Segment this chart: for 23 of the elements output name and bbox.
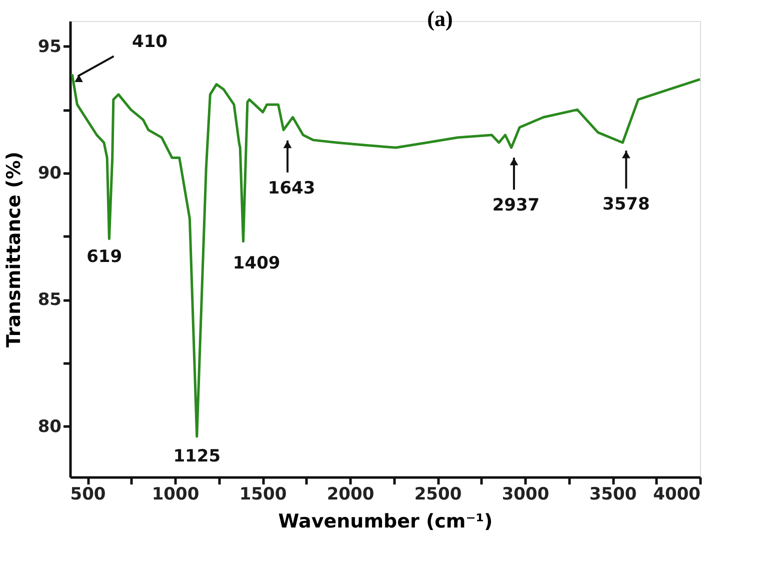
y-tick-label: 90: [38, 164, 62, 184]
annotation: 619: [86, 246, 122, 267]
annotation: 410: [132, 32, 168, 52]
y-tick-label: 85: [38, 290, 62, 310]
annotation: 1125: [173, 446, 221, 466]
x-tick-label: 500: [70, 484, 106, 504]
x-tick-label: 1000: [152, 484, 200, 504]
x-tick-label: 2500: [414, 484, 462, 504]
y-axis-title: Transmittance (%): [2, 152, 25, 348]
annotation: 3578: [602, 194, 650, 215]
x-tick-label: 4000: [653, 484, 701, 504]
annotation: 2937: [492, 196, 540, 216]
x-tick-label: 1500: [239, 484, 287, 504]
chart-title: (a): [427, 6, 453, 31]
annotation: 1643: [268, 178, 316, 198]
x-tick-label: 3500: [589, 484, 637, 504]
x-tick-label: 2000: [326, 484, 374, 504]
y-tick-label: 80: [38, 416, 62, 437]
x-axis-title: Wavenumber (cm⁻¹): [278, 510, 493, 532]
annotation: 1409: [232, 253, 280, 274]
line-series: [70, 72, 702, 438]
y-tick-label: 95: [38, 36, 62, 57]
x-tick-label: 3000: [502, 484, 550, 504]
